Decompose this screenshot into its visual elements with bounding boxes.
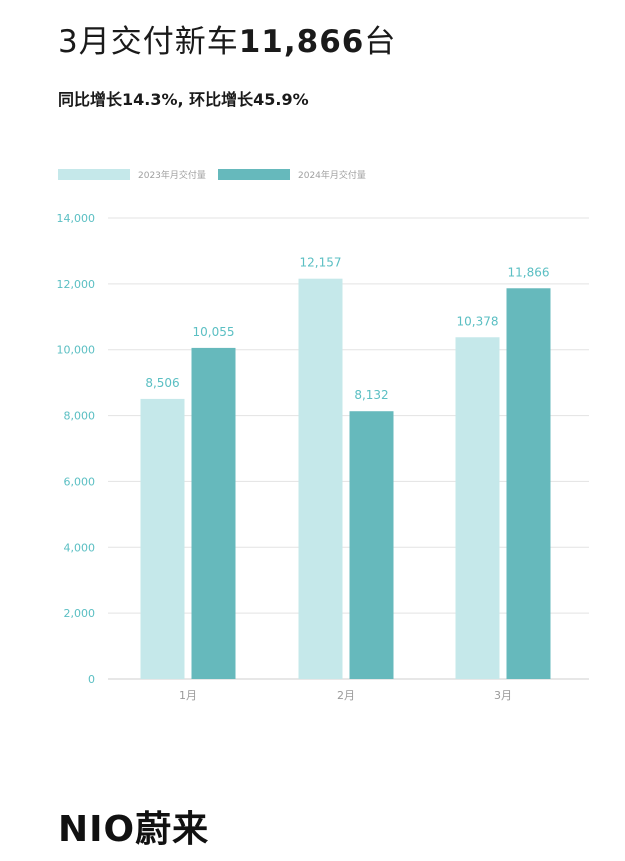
- y-tick-label: 6,000: [64, 475, 96, 488]
- legend-item-2024: 2024年月交付量: [218, 168, 366, 181]
- bar: [349, 411, 394, 679]
- x-tick-label: 1月: [179, 689, 197, 702]
- data-label: 12,157: [300, 256, 342, 270]
- page-subtitle: 同比增长14.3%, 环比增长45.9%: [58, 90, 309, 109]
- legend-swatch-2023: [58, 169, 130, 180]
- bar: [455, 337, 500, 679]
- y-tick-label: 10,000: [57, 344, 96, 357]
- x-tick-label: 3月: [494, 689, 512, 702]
- legend-label-2024: 2024年月交付量: [298, 171, 366, 181]
- page-title: 3月交付新车11,866台: [58, 16, 396, 61]
- y-tick-label: 12,000: [57, 278, 96, 291]
- nio-logo: NIO蔚来: [58, 809, 210, 850]
- bar: [191, 347, 236, 679]
- data-label: 10,378: [457, 314, 499, 328]
- bar-chart: 0 2,000 4,000 6,000 8,000 10,000 12,000 14,000 8…: [57, 212, 589, 702]
- data-label: 8,132: [354, 388, 388, 402]
- y-tick-label: 14,000: [57, 212, 96, 225]
- legend-item-2023: 2023年月交付量: [58, 168, 206, 181]
- title-suffix: 台: [364, 24, 397, 60]
- legend-swatch-2024: [218, 169, 290, 180]
- title-number: 11,866: [238, 24, 365, 60]
- y-tick-label: 4,000: [64, 541, 96, 554]
- data-label: 11,866: [508, 265, 550, 279]
- y-tick-label: 2,000: [64, 607, 96, 620]
- y-tick-label: 0: [88, 673, 95, 686]
- title-prefix: 3月交付新车: [58, 24, 239, 60]
- bar: [140, 398, 185, 679]
- x-tick-label: 2月: [337, 689, 355, 702]
- bar: [506, 288, 551, 679]
- legend-label-2023: 2023年月交付量: [138, 171, 206, 181]
- bar: [298, 278, 343, 679]
- data-label: 10,055: [193, 325, 235, 339]
- data-label: 8,506: [145, 376, 179, 390]
- y-tick-label: 8,000: [64, 410, 96, 423]
